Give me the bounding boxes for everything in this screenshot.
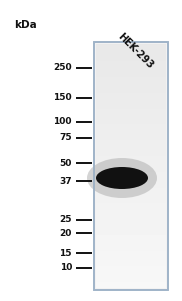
Ellipse shape	[96, 167, 148, 189]
Text: 20: 20	[60, 228, 72, 237]
Text: 15: 15	[60, 249, 72, 257]
Text: kDa: kDa	[14, 20, 37, 30]
Bar	[94, 42, 168, 290]
Text: 10: 10	[60, 263, 72, 272]
Ellipse shape	[87, 158, 157, 198]
Text: 75: 75	[59, 134, 72, 142]
Text: 150: 150	[53, 94, 72, 103]
Bar	[94, 42, 168, 290]
Text: 37: 37	[59, 176, 72, 185]
Text: 50: 50	[60, 159, 72, 167]
Text: HEK-293: HEK-293	[116, 31, 156, 70]
Text: 250: 250	[53, 64, 72, 73]
Text: 100: 100	[54, 117, 72, 126]
Text: 25: 25	[60, 216, 72, 225]
